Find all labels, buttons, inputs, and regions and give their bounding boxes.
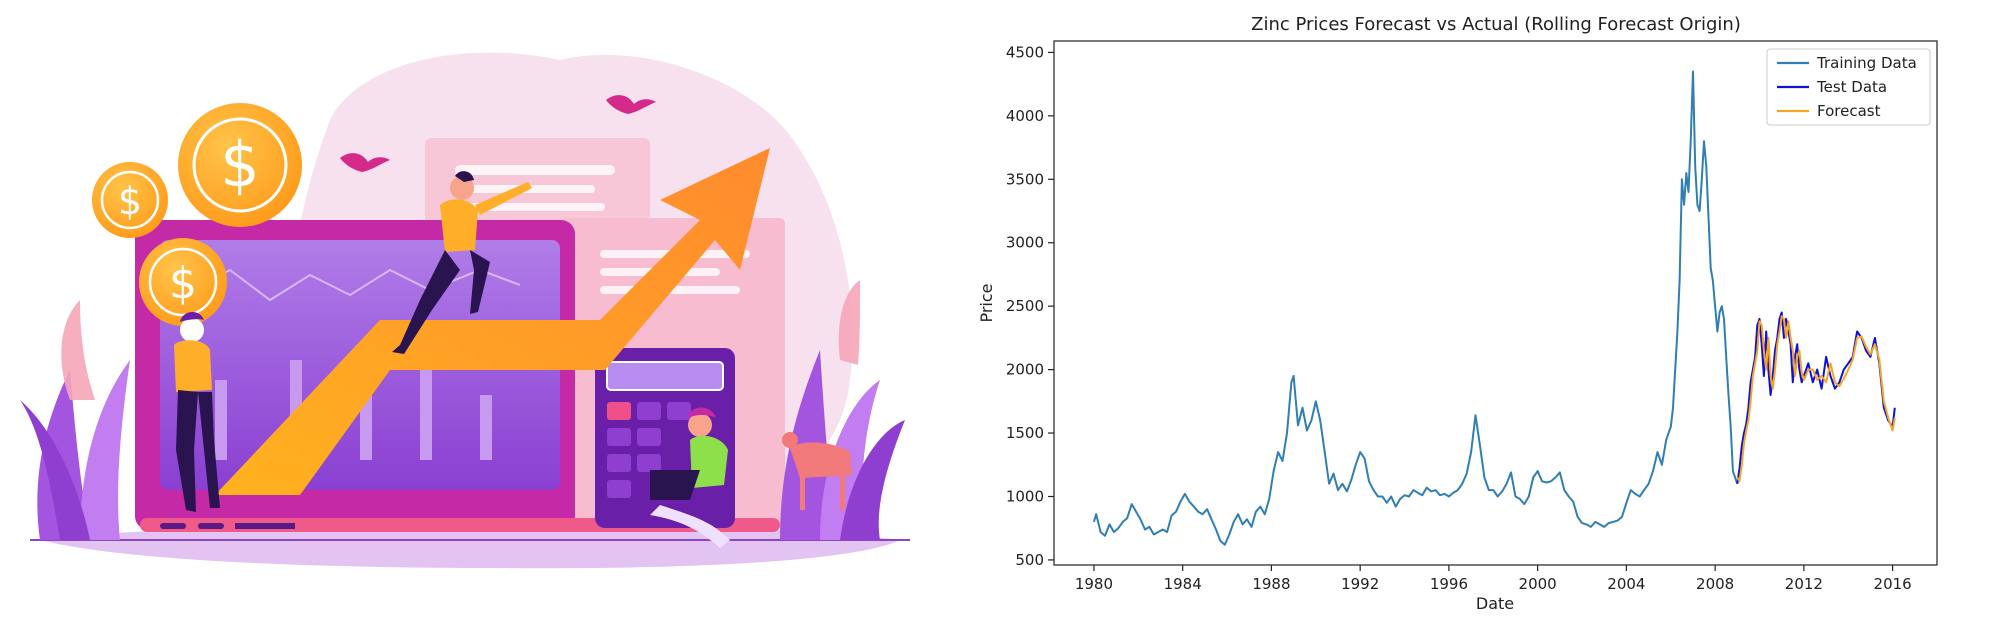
- y-tick-label: 500: [1015, 551, 1044, 569]
- plant-icon: [61, 280, 860, 400]
- deer-figure: [782, 432, 852, 510]
- legend-label: Test Data: [1816, 78, 1887, 96]
- plant-icon: [20, 360, 130, 540]
- x-axis-label: Date: [1476, 594, 1514, 613]
- y-tick-label: 2500: [1006, 297, 1044, 315]
- legend-label: Training Data: [1816, 54, 1917, 72]
- svg-text:$: $: [220, 128, 259, 201]
- x-tick-label: 1996: [1430, 575, 1468, 593]
- x-tick-label: 1980: [1075, 575, 1113, 593]
- bird-icon: [340, 153, 390, 172]
- y-tick-label: 3500: [1006, 170, 1044, 188]
- ground-shadow: [40, 523, 900, 569]
- dollar-coin-icon: $: [92, 162, 168, 238]
- legend: Training Data Test Data Forecast: [1766, 48, 1931, 126]
- x-tick-label: 1984: [1164, 575, 1202, 593]
- x-tick-label: 1992: [1341, 575, 1379, 593]
- chart-title: Zinc Prices Forecast vs Actual (Rolling …: [1251, 14, 1741, 35]
- x-tick-label: 2016: [1874, 575, 1912, 593]
- test-data-line: [1736, 311, 1896, 484]
- person-sitting-figure: [650, 407, 730, 548]
- y-tick-label: 3000: [1006, 234, 1044, 252]
- person-climbing-figure: [392, 171, 532, 354]
- svg-text:$: $: [169, 258, 197, 309]
- forecast-line: [1736, 315, 1896, 483]
- growth-arrow-icon: [215, 148, 770, 495]
- dollar-coin-icon: $: [178, 103, 302, 227]
- person-standing-figure: [174, 311, 220, 512]
- legend-label: Forecast: [1817, 102, 1881, 120]
- plot-frame: [1053, 40, 1938, 566]
- x-tick-label: 1988: [1252, 575, 1290, 593]
- legend-box: [1766, 48, 1931, 126]
- y-tick-label: 1500: [1006, 424, 1044, 442]
- y-tick-label: 4000: [1006, 107, 1044, 125]
- axis-ticks: 1980 1984 1988 1992 1996 2000 2004 2008 2012 2016…: [1006, 43, 1912, 593]
- svg-text:$: $: [118, 179, 142, 223]
- y-tick-label: 4500: [1006, 43, 1044, 61]
- x-tick-label: 2008: [1696, 575, 1734, 593]
- finance-growth-illustration: $ $ $: [20, 52, 910, 569]
- bird-icon: [606, 95, 656, 114]
- zinc-price-chart: Zinc Prices Forecast vs Actual (Rolling …: [977, 14, 1938, 613]
- x-tick-label: 2000: [1519, 575, 1557, 593]
- y-axis-label: Price: [977, 283, 996, 322]
- training-data-line: [1092, 70, 1739, 546]
- series-layer: [1092, 70, 1896, 546]
- y-tick-label: 2000: [1006, 361, 1044, 379]
- dollar-coin-icon: $: [139, 238, 227, 326]
- x-tick-label: 2004: [1607, 575, 1645, 593]
- y-tick-label: 1000: [1006, 487, 1044, 505]
- x-tick-label: 2012: [1785, 575, 1823, 593]
